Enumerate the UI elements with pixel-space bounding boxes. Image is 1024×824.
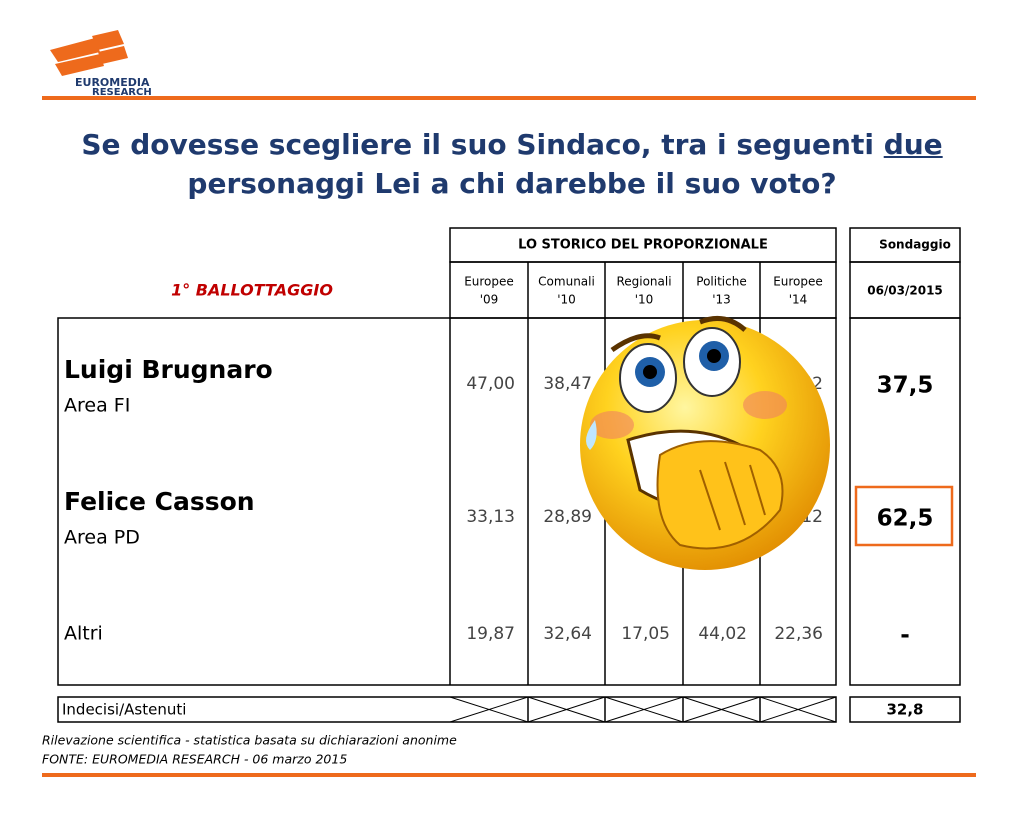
logo: EUROMEDIA RESEARCH	[50, 30, 152, 98]
cell-value: 33,13	[466, 507, 515, 527]
title-text: personaggi Lei a chi darebbe il suo voto…	[187, 167, 837, 200]
column-header: '10	[557, 293, 576, 307]
cell-value: 19,87	[466, 624, 515, 644]
title-text: Se dovesse scegliere il suo Sindaco, tra…	[81, 128, 874, 161]
cross	[449, 696, 529, 723]
undecided-survey: 32,8	[886, 701, 923, 719]
undecided-label: Indecisi/Astenuti	[62, 701, 186, 719]
candidate-name: Felice Casson	[64, 487, 255, 516]
candidate-name: Luigi Brugnaro	[64, 355, 273, 384]
rule	[42, 773, 976, 777]
survey-header: Sondaggio	[879, 238, 951, 252]
column-header: '10	[635, 293, 654, 307]
cell-value: 32,64	[543, 624, 592, 644]
survey-value: 37,5	[877, 373, 934, 399]
title-line-1: Se dovesse scegliere il suo Sindaco, tra…	[0, 128, 1024, 161]
column-header: Comunali	[538, 275, 595, 289]
column-header: Europee	[773, 275, 823, 289]
cross	[527, 696, 606, 723]
logo-text: RESEARCH	[92, 87, 152, 98]
column-header: '09	[480, 293, 499, 307]
column-header: '13	[712, 293, 731, 307]
cell-value: 28,89	[543, 507, 592, 527]
cross	[759, 696, 837, 723]
section-label: 1° BALLOTTAGGIO	[171, 281, 333, 300]
emoji-illustration	[580, 315, 830, 570]
survey-date: 06/03/2015	[867, 284, 943, 298]
cross	[604, 696, 684, 723]
cross	[682, 696, 761, 723]
title-emphasis: due	[883, 128, 943, 161]
cell-value: 47,00	[466, 374, 515, 394]
column-header: '14	[789, 293, 808, 307]
column-header: Politiche	[696, 275, 746, 289]
cell-value: 22,36	[774, 624, 823, 644]
logo-text: EUROMEDIA	[75, 76, 150, 89]
footnote: Rilevazione scientifica - statistica bas…	[42, 733, 457, 748]
survey-value: 62,5	[877, 506, 934, 532]
candidate-name: Altri	[64, 623, 103, 645]
title-line-2: personaggi Lei a chi darebbe il suo voto…	[0, 167, 1024, 200]
cell-value: 44,02	[698, 624, 747, 644]
cell-value: 17,05	[621, 624, 670, 644]
group-header: LO STORICO DEL PROPORZIONALE	[518, 238, 768, 253]
column-header: Europee	[464, 275, 514, 289]
rule	[42, 96, 976, 100]
column-header: Regionali	[616, 275, 671, 289]
footnote: FONTE: EUROMEDIA RESEARCH - 06 marzo 201…	[42, 752, 347, 767]
party: Area FI	[64, 395, 130, 417]
party: Area PD	[64, 527, 140, 549]
cell-value: 38,47	[543, 374, 592, 394]
survey-value: -	[900, 623, 910, 649]
